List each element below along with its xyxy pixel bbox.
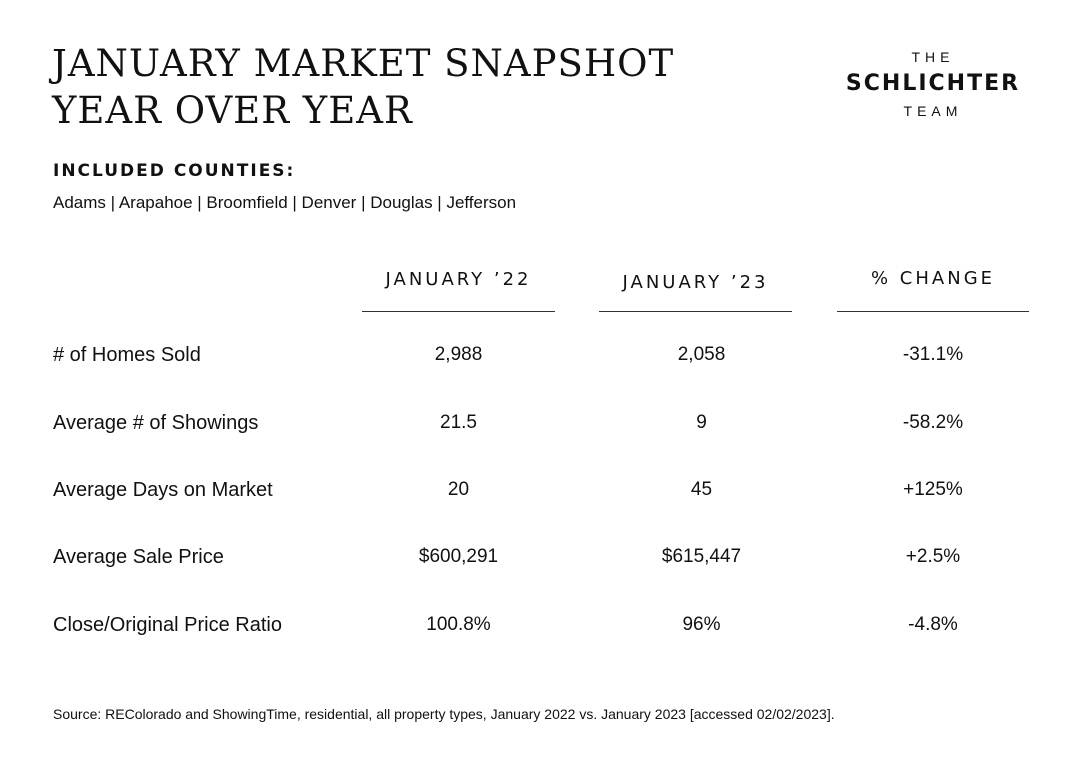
page-title-line-2: YEAR OVER YEAR <box>52 89 413 132</box>
value-jan-22: 100.8% <box>426 614 491 635</box>
logo-line-name: SCHLICHTER <box>845 71 1021 96</box>
counties-list: Adams | Arapahoe | Broomfield | Denver |… <box>53 193 517 212</box>
value-jan-23: 9 <box>696 412 707 433</box>
value-jan-23: $615,447 <box>661 546 742 567</box>
value-jan-23: 96% <box>682 614 721 635</box>
table-row: Average Sale Price $600,291 $615,447 +2.… <box>0 546 1080 576</box>
page-title: JANUARY MARKET SNAPSHOT YEAR OVER YEAR <box>52 40 674 134</box>
column-header-jan-23: JANUARY ’23 <box>622 272 769 293</box>
column-rule-change <box>837 311 1029 312</box>
column-header-jan-22: JANUARY ’22 <box>385 269 532 290</box>
value-change: +125% <box>903 479 963 500</box>
brand-logo: THE SCHLICHTER TEAM <box>835 48 1031 120</box>
table-row: Average Days on Market 20 45 +125% <box>0 479 1080 509</box>
value-jan-22: 20 <box>447 479 470 500</box>
value-jan-22: 21.5 <box>440 412 477 433</box>
value-jan-23: 2,058 <box>677 344 726 365</box>
counties-heading: INCLUDED COUNTIES: <box>53 161 296 181</box>
row-label: # of Homes Sold <box>53 344 201 366</box>
column-rule-jan-22 <box>362 311 555 312</box>
column-rule-jan-23 <box>599 311 792 312</box>
row-label: Close/Original Price Ratio <box>53 614 282 636</box>
row-label: Average Days on Market <box>53 479 273 501</box>
source-footnote: Source: REColorado and ShowingTime, resi… <box>53 706 835 722</box>
row-label: Average # of Showings <box>53 412 259 434</box>
value-jan-22: $600,291 <box>418 546 499 567</box>
logo-line-team: TEAM <box>903 103 963 119</box>
value-jan-23: 45 <box>690 479 713 500</box>
table-row: Average # of Showings 21.5 9 -58.2% <box>0 412 1080 442</box>
column-header-change: % CHANGE <box>870 268 996 289</box>
logo-line-the: THE <box>911 49 955 65</box>
value-jan-22: 2,988 <box>434 344 483 365</box>
table-row: Close/Original Price Ratio 100.8% 96% -4… <box>0 614 1080 644</box>
value-change: -4.8% <box>908 614 958 635</box>
value-change: -31.1% <box>902 344 964 365</box>
value-change: -58.2% <box>902 412 964 433</box>
table-row: # of Homes Sold 2,988 2,058 -31.1% <box>0 344 1080 374</box>
value-change: +2.5% <box>905 546 961 567</box>
row-label: Average Sale Price <box>53 546 224 568</box>
page-title-line-1: JANUARY MARKET SNAPSHOT <box>52 42 675 85</box>
